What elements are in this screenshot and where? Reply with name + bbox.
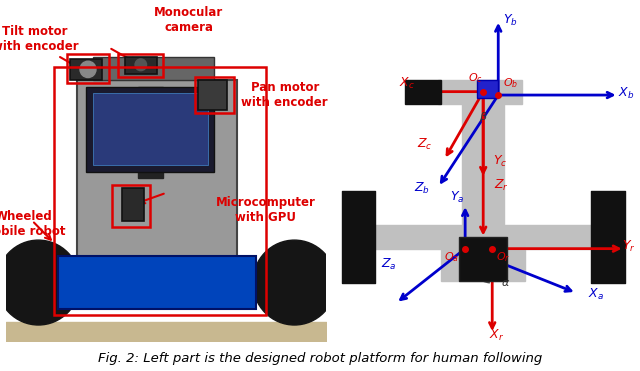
Text: $Y_b$: $Y_b$ [503,12,518,27]
Bar [86,87,214,171]
Text: $Y_c$: $Y_c$ [493,154,507,169]
Text: $Y_a$: $Y_a$ [451,190,465,205]
Bar [70,59,102,80]
Text: $\beta$: $\beta$ [479,110,488,124]
Bar [405,80,441,104]
Text: $O_a$: $O_a$ [444,250,459,264]
Bar [118,54,163,77]
Bar [369,225,598,249]
Bar [77,80,237,263]
Bar [112,185,150,227]
Bar [93,57,214,80]
Text: $O_r$: $O_r$ [495,250,510,264]
Bar [477,80,499,98]
Bar [125,57,157,73]
Text: $X_r$: $X_r$ [489,328,504,343]
Bar [342,191,375,283]
Bar [195,77,234,113]
Bar [591,191,625,283]
Text: $Z_b$: $Z_b$ [413,181,429,197]
Text: $O_b$: $O_b$ [502,76,518,90]
Bar [93,93,208,165]
Text: $X_b$: $X_b$ [618,86,634,101]
Text: $X_c$: $X_c$ [399,76,414,91]
Bar [438,80,522,104]
Text: Pan motor
with encoder: Pan motor with encoder [241,81,328,109]
Circle shape [0,240,80,325]
Text: Microcomputer
with GPU: Microcomputer with GPU [216,196,316,224]
Bar [138,87,163,178]
Circle shape [80,61,96,78]
Bar [54,67,266,315]
Text: Monocular
camera: Monocular camera [154,6,223,35]
Bar [122,188,144,220]
Text: $Z_a$: $Z_a$ [381,256,396,272]
Bar [58,256,256,309]
Text: $Z_c$: $Z_c$ [417,137,432,152]
Text: $O_c$: $O_c$ [468,71,483,85]
Bar [462,97,504,240]
Text: $\alpha$: $\alpha$ [501,278,510,288]
Bar [198,80,227,109]
Text: $Z_r$: $Z_r$ [494,178,509,193]
Text: Fig. 2: Left part is the designed robot platform for human following: Fig. 2: Left part is the designed robot … [98,352,542,365]
Circle shape [135,59,147,70]
Bar [441,237,525,281]
Text: Wheeled
mobile robot: Wheeled mobile robot [0,210,65,239]
Text: $Y_r$: $Y_r$ [622,239,636,255]
Bar [67,54,109,83]
Text: Tilt motor
with encoder: Tilt motor with encoder [0,25,79,53]
Bar [459,237,508,281]
Text: $X_a$: $X_a$ [588,287,604,302]
Circle shape [253,240,336,325]
